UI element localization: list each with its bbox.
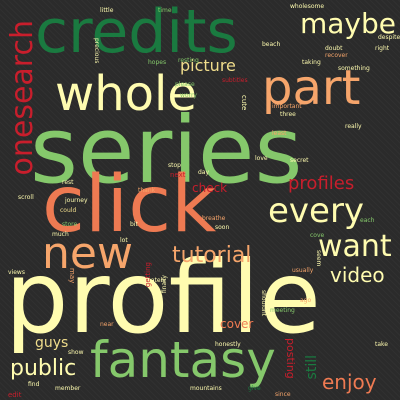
word-breathe: breathe	[202, 215, 226, 222]
word-credits: credits	[35, 0, 238, 67]
word-seem: seem	[315, 250, 322, 267]
word-edit: edit	[8, 391, 22, 399]
word-beach: beach	[262, 41, 281, 48]
word-near: near	[100, 321, 114, 328]
word-every: every	[268, 191, 365, 231]
word-series: series	[30, 97, 303, 204]
word-could: could	[60, 207, 77, 214]
word-little: little	[100, 7, 114, 14]
word-video: video	[330, 263, 385, 287]
word-really: really	[345, 123, 362, 130]
word-taking: taking	[302, 59, 321, 66]
word-posting: posting	[284, 338, 297, 379]
word-lot: lot	[120, 237, 128, 244]
word-much: much	[52, 231, 69, 238]
word-public: public	[10, 356, 77, 381]
word-find: find	[28, 381, 40, 388]
word-something: something	[338, 65, 370, 72]
word-secret: secret	[290, 157, 309, 164]
word-new: new	[42, 228, 133, 279]
word-meeting: meeting	[270, 307, 295, 314]
word-fantasy: fantasy	[90, 331, 276, 389]
word-show: show	[68, 349, 84, 356]
word-mountains: mountains	[190, 385, 222, 392]
word-check: check	[192, 181, 228, 195]
word-please: please	[175, 81, 195, 88]
word-onesearch: onesearch	[5, 20, 40, 176]
word-hopes: hopes	[148, 59, 167, 66]
word-take: take	[375, 341, 388, 348]
word-important: important	[272, 103, 302, 110]
word-subtitles: subtitles	[222, 77, 248, 84]
word-getting: getting	[144, 262, 152, 288]
word-ago: ago	[300, 297, 312, 304]
word-soon: soon	[215, 224, 230, 231]
word-right: right	[375, 45, 390, 52]
word-finally: finally	[161, 275, 168, 294]
word-give: give	[248, 385, 261, 392]
word-thank: thank	[138, 187, 156, 194]
word-usually: usually	[292, 267, 314, 274]
word-doubt: doubt	[325, 45, 343, 52]
word-recover: recover	[325, 52, 348, 59]
word-may: may	[68, 268, 76, 284]
word-click: click	[42, 160, 217, 250]
word-unfortunately: unfortunately	[125, 277, 166, 284]
word-since: since	[275, 391, 291, 398]
word-cute: cute	[240, 95, 248, 111]
word-guys: guys	[35, 335, 69, 351]
word-precious: precious	[93, 38, 100, 64]
word-wholesome: wholesome	[290, 3, 325, 10]
word-three: three	[280, 111, 296, 118]
word-stop: stop	[168, 162, 181, 169]
word-time: time	[158, 7, 172, 14]
word-maybe: maybe	[300, 7, 397, 40]
word-views: views	[8, 269, 25, 276]
word-still: still	[304, 355, 320, 380]
word-whole: whole	[55, 66, 197, 122]
word-cove: cove	[310, 232, 325, 239]
word-enjoy: enjoy	[322, 370, 377, 394]
word-shouldnt: shouldnt	[260, 290, 267, 317]
word-member: member	[55, 385, 81, 392]
word-journey: journey	[65, 197, 88, 204]
word-store: store	[62, 221, 78, 228]
word-least: least	[272, 130, 287, 137]
word-scroll: scroll	[18, 194, 34, 201]
word-want: want	[318, 229, 392, 264]
word-day: day	[198, 169, 210, 176]
word-picture: picture	[180, 56, 236, 75]
word-tutorial: tutorial	[172, 243, 252, 268]
word-bit: bit	[130, 221, 138, 228]
word-profile: profile	[5, 239, 321, 356]
word-next: next	[170, 171, 186, 179]
word-worry: worry	[180, 92, 197, 99]
word-each: each	[360, 217, 375, 224]
word-despite: despite	[378, 34, 400, 41]
word-honestly: honestly	[215, 341, 241, 348]
word-resting: resting	[178, 57, 199, 64]
word-love: love	[255, 155, 268, 162]
word-rest: rest	[62, 179, 74, 186]
word-profiles: profiles	[288, 173, 355, 194]
word-part: part	[262, 60, 361, 116]
word-cover: cover	[220, 317, 254, 331]
